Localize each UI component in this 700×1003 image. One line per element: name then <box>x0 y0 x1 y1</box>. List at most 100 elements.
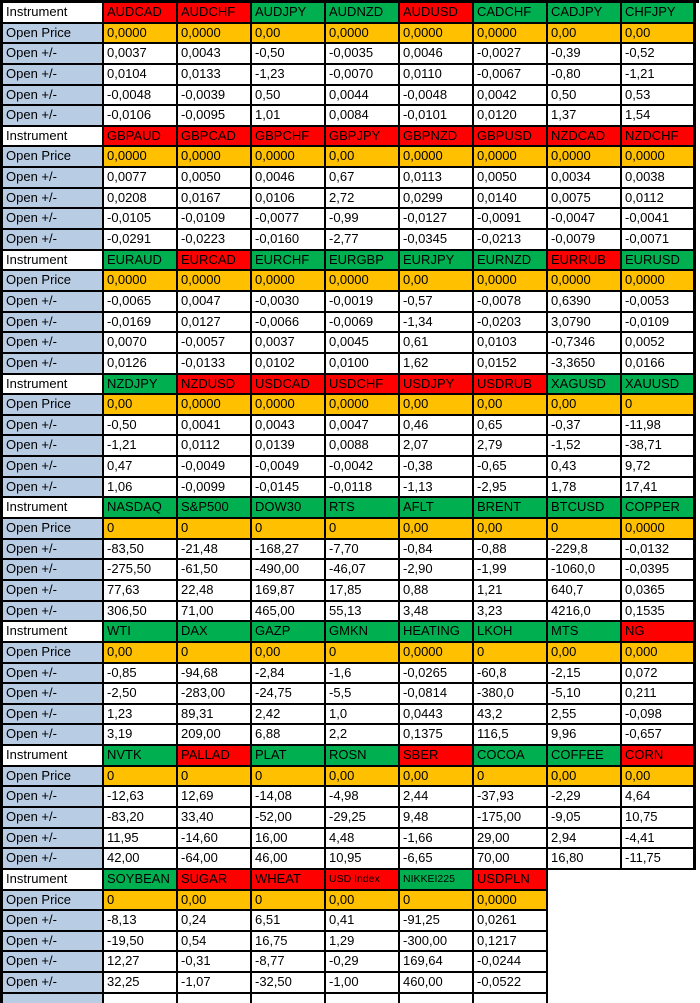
delta-cell[interactable]: -0,0069 <box>326 312 400 334</box>
clipped-cell[interactable] <box>400 993 474 1003</box>
delta-cell[interactable]: -1,66 <box>400 828 474 850</box>
delta-cell[interactable]: 9,72 <box>622 457 696 478</box>
row-label-open-price[interactable]: Open Price <box>3 147 104 169</box>
row-label-open-delta[interactable]: Open +/- <box>3 415 104 437</box>
instrument-header-cell[interactable]: AUDCHF <box>178 3 252 24</box>
row-label-open-delta[interactable]: Open +/- <box>3 168 104 189</box>
delta-cell[interactable]: 0,0112 <box>178 436 252 458</box>
row-label-instrument[interactable]: Instrument <box>3 746 104 767</box>
delta-cell[interactable]: 0,0103 <box>474 333 548 354</box>
instrument-header-cell[interactable]: NASDAQ <box>104 498 178 520</box>
row-label-open-delta[interactable]: Open +/- <box>3 580 104 602</box>
instrument-header-cell[interactable]: EURCAD <box>178 250 252 272</box>
delta-cell[interactable]: 0,54 <box>178 931 252 953</box>
open-price-cell[interactable]: 0,00 <box>104 642 178 664</box>
open-price-cell[interactable]: 0 <box>178 519 252 540</box>
open-price-cell[interactable]: 0,0000 <box>252 271 326 292</box>
delta-cell[interactable]: -0,0079 <box>548 230 622 251</box>
instrument-header-cell[interactable]: USDCHF <box>326 374 400 396</box>
row-label-open-price[interactable]: Open Price <box>3 395 104 416</box>
delta-cell[interactable]: 0,0043 <box>252 415 326 437</box>
delta-cell[interactable]: -1,21 <box>622 64 696 86</box>
delta-cell[interactable]: 1,54 <box>622 106 696 127</box>
delta-cell[interactable]: -0,0071 <box>622 230 696 251</box>
row-label-open-delta[interactable]: Open +/- <box>3 85 104 107</box>
open-price-cell[interactable]: 0,00 <box>400 766 474 788</box>
row-label-open-delta[interactable]: Open +/- <box>3 787 104 808</box>
row-label-open-price[interactable]: Open Price <box>3 23 104 45</box>
open-price-cell[interactable]: 0,0000 <box>548 147 622 169</box>
delta-cell[interactable]: -0,0265 <box>400 663 474 685</box>
delta-cell[interactable]: -0,0035 <box>326 44 400 65</box>
instrument-header-cell[interactable]: WHEAT <box>252 869 326 891</box>
delta-cell[interactable]: 1,0 <box>326 704 400 726</box>
row-label-open-delta[interactable]: Open +/- <box>3 849 104 870</box>
open-price-cell[interactable]: 0,0000 <box>400 23 474 45</box>
instrument-header-cell[interactable]: EURRUB <box>548 250 622 272</box>
delta-cell[interactable]: -0,0091 <box>474 209 548 231</box>
row-label-open-delta[interactable]: Open +/- <box>3 312 104 334</box>
delta-cell[interactable]: -0,0041 <box>622 209 696 231</box>
delta-cell[interactable]: -175,00 <box>474 807 548 829</box>
delta-cell[interactable]: -0,0019 <box>326 291 400 313</box>
open-price-cell[interactable]: 0 <box>178 766 252 788</box>
delta-cell[interactable]: -0,0132 <box>622 539 696 561</box>
delta-cell[interactable]: -32,50 <box>252 973 326 994</box>
delta-cell[interactable]: -83,20 <box>104 807 178 829</box>
delta-cell[interactable]: 16,80 <box>548 849 622 870</box>
delta-cell[interactable]: -1,21 <box>104 436 178 458</box>
delta-cell[interactable]: 0,0139 <box>252 436 326 458</box>
open-price-cell[interactable]: 0,0000 <box>178 147 252 169</box>
delta-cell[interactable]: -83,50 <box>104 539 178 561</box>
delta-cell[interactable]: 0,50 <box>252 85 326 107</box>
row-label-clipped[interactable] <box>3 993 104 1003</box>
open-price-cell[interactable]: 0,000 <box>622 642 696 664</box>
row-label-open-delta[interactable]: Open +/- <box>3 807 104 829</box>
delta-cell[interactable]: 43,2 <box>474 704 548 726</box>
row-label-instrument[interactable]: Instrument <box>3 3 104 24</box>
delta-cell[interactable]: 0,0127 <box>178 312 252 334</box>
open-price-cell[interactable]: 0,0000 <box>326 23 400 45</box>
delta-cell[interactable]: -490,00 <box>252 560 326 581</box>
clipped-cell[interactable] <box>252 993 326 1003</box>
open-price-cell[interactable]: 0,0000 <box>622 519 696 540</box>
row-label-open-delta[interactable]: Open +/- <box>3 209 104 231</box>
delta-cell[interactable]: -38,71 <box>622 436 696 458</box>
delta-cell[interactable]: -0,38 <box>400 457 474 478</box>
delta-cell[interactable]: 3,23 <box>474 601 548 623</box>
delta-cell[interactable]: 42,00 <box>104 849 178 870</box>
row-label-open-delta[interactable]: Open +/- <box>3 44 104 65</box>
delta-cell[interactable]: 0,1375 <box>400 725 474 747</box>
instrument-header-cell[interactable]: DAX <box>178 622 252 643</box>
instrument-header-cell[interactable]: COCOA <box>474 746 548 767</box>
delta-cell[interactable]: 10,95 <box>326 849 400 870</box>
clipped-cell[interactable] <box>104 993 178 1003</box>
delta-cell[interactable]: -3,3650 <box>548 353 622 375</box>
delta-cell[interactable]: -300,00 <box>400 931 474 953</box>
open-price-cell[interactable]: 0,0000 <box>104 271 178 292</box>
delta-cell[interactable]: 0,88 <box>400 580 474 602</box>
delta-cell[interactable]: -0,0395 <box>622 560 696 581</box>
instrument-header-cell[interactable]: EURAUD <box>104 250 178 272</box>
instrument-header-cell[interactable]: USD Index <box>326 869 400 891</box>
delta-cell[interactable]: -0,0078 <box>474 291 548 313</box>
delta-cell[interactable]: 0,0050 <box>474 168 548 189</box>
instrument-header-cell[interactable]: MTS <box>548 622 622 643</box>
delta-cell[interactable]: 0,0140 <box>474 188 548 210</box>
delta-cell[interactable]: 16,75 <box>252 931 326 953</box>
row-label-open-delta[interactable]: Open +/- <box>3 663 104 685</box>
open-price-cell[interactable]: 0 <box>326 642 400 664</box>
delta-cell[interactable]: -2,50 <box>104 684 178 705</box>
instrument-header-cell[interactable]: NZDCAD <box>548 126 622 148</box>
delta-cell[interactable]: -5,5 <box>326 684 400 705</box>
instrument-header-cell[interactable]: EURNZD <box>474 250 548 272</box>
open-price-cell[interactable]: 0,0000 <box>474 890 548 912</box>
delta-cell[interactable]: -8,77 <box>252 952 326 974</box>
instrument-header-cell[interactable]: ROSN <box>326 746 400 767</box>
delta-cell[interactable]: 0,43 <box>548 457 622 478</box>
delta-cell[interactable]: 16,00 <box>252 828 326 850</box>
instrument-header-cell[interactable]: SBER <box>400 746 474 767</box>
delta-cell[interactable]: 1,62 <box>400 353 474 375</box>
delta-cell[interactable]: -24,75 <box>252 684 326 705</box>
open-price-cell[interactable]: 0,0000 <box>178 23 252 45</box>
